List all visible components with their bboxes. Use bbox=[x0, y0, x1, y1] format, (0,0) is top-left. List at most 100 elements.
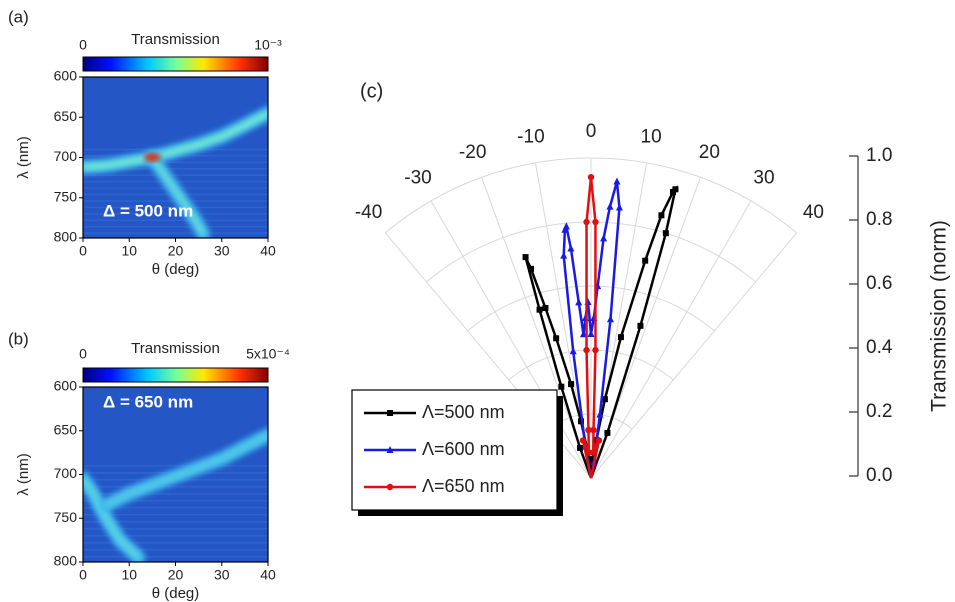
series-line bbox=[562, 181, 621, 479]
x-tick-label: 40 bbox=[260, 243, 276, 259]
marker bbox=[586, 459, 593, 466]
polar-grid-spoke bbox=[590, 232, 798, 479]
r-tick-label: 1.0 bbox=[866, 145, 892, 166]
r-tick-label: 0.8 bbox=[866, 209, 892, 230]
annotation: Δ = 650 nm bbox=[103, 392, 193, 411]
panel-label: (a) bbox=[8, 7, 29, 26]
x-axis-label: θ (deg) bbox=[152, 261, 200, 278]
marker bbox=[596, 410, 604, 418]
legend-label: Λ=600 nm bbox=[422, 439, 505, 459]
marker bbox=[553, 335, 560, 342]
theta-tick-label: 30 bbox=[753, 167, 774, 188]
marker bbox=[542, 304, 549, 311]
colorbar-tick-label: 5x10⁻⁴ bbox=[246, 346, 290, 362]
marker bbox=[585, 426, 592, 434]
marker bbox=[600, 234, 608, 242]
marker bbox=[606, 315, 614, 323]
x-tick-label: 20 bbox=[168, 243, 184, 259]
ridge bbox=[151, 156, 205, 235]
marker bbox=[590, 449, 597, 456]
panel-label: (c) bbox=[360, 80, 383, 102]
y-tick-label: 600 bbox=[54, 68, 78, 84]
theta-tick-label: -10 bbox=[517, 126, 544, 147]
y-tick-label: 750 bbox=[54, 509, 78, 525]
marker bbox=[583, 443, 590, 450]
theta-tick-label: 10 bbox=[641, 126, 662, 147]
marker bbox=[637, 322, 644, 329]
x-tick-label: 20 bbox=[168, 567, 184, 583]
marker bbox=[588, 465, 594, 472]
marker bbox=[592, 346, 599, 354]
x-tick-label: 0 bbox=[79, 567, 87, 583]
annotation: Δ = 500 nm bbox=[103, 202, 193, 221]
theta-tick-label: -30 bbox=[404, 167, 431, 188]
x-tick-label: 10 bbox=[121, 567, 137, 583]
marker bbox=[613, 177, 621, 185]
marker bbox=[590, 426, 597, 434]
theta-tick-label: 20 bbox=[699, 142, 720, 163]
y-tick-label: 650 bbox=[54, 421, 78, 437]
marker bbox=[662, 230, 669, 237]
y-tick-label: 700 bbox=[54, 465, 78, 481]
marker bbox=[595, 437, 603, 444]
marker bbox=[558, 383, 565, 390]
y-tick-label: 800 bbox=[54, 229, 78, 245]
heatmap-content bbox=[83, 106, 268, 238]
marker bbox=[567, 244, 575, 252]
marker bbox=[658, 212, 665, 219]
r-tick-label: 0.2 bbox=[866, 401, 892, 422]
theta-tick-label: 0 bbox=[586, 121, 597, 142]
theta-tick-label: -40 bbox=[355, 202, 382, 223]
y-tick-label: 700 bbox=[54, 148, 78, 164]
marker bbox=[536, 306, 543, 313]
heatmap-content bbox=[83, 428, 268, 562]
legend-label: Λ=650 nm bbox=[422, 476, 505, 496]
marker bbox=[592, 218, 599, 226]
marker bbox=[562, 222, 570, 230]
colorbar-tick-label: 0 bbox=[79, 37, 87, 53]
y-axis-label: λ (nm) bbox=[15, 136, 32, 179]
marker bbox=[387, 410, 393, 416]
marker bbox=[585, 449, 592, 456]
marker bbox=[386, 483, 394, 491]
polar-grid-spoke bbox=[590, 200, 752, 479]
x-axis-label: θ (deg) bbox=[152, 585, 200, 602]
polar-grid-spoke bbox=[430, 200, 592, 479]
marker bbox=[522, 254, 529, 261]
marker bbox=[604, 429, 611, 436]
marker bbox=[587, 174, 595, 181]
y-tick-label: 750 bbox=[54, 188, 78, 204]
y-axis-label: λ (nm) bbox=[15, 453, 32, 496]
marker bbox=[579, 330, 587, 338]
marker bbox=[579, 437, 587, 444]
marker bbox=[560, 251, 568, 259]
theta-tick-label: -20 bbox=[459, 142, 486, 163]
marker bbox=[386, 446, 394, 453]
y-tick-label: 800 bbox=[54, 553, 78, 569]
y-tick-label: 650 bbox=[54, 108, 78, 124]
colorbar bbox=[82, 367, 269, 383]
r-tick-label: 0.4 bbox=[866, 337, 893, 358]
ridge bbox=[83, 477, 141, 560]
heatmap bbox=[83, 387, 268, 562]
marker bbox=[583, 218, 590, 226]
marker bbox=[589, 455, 596, 462]
theta-tick-label: 40 bbox=[803, 202, 824, 223]
marker bbox=[606, 202, 614, 210]
marker bbox=[601, 396, 608, 403]
r-tick-label: 0.0 bbox=[866, 465, 892, 486]
marker bbox=[642, 257, 649, 264]
marker bbox=[672, 186, 679, 193]
legend-label: Λ=500 nm bbox=[422, 402, 505, 422]
heatmap bbox=[83, 77, 268, 238]
marker bbox=[528, 265, 535, 272]
marker bbox=[615, 203, 623, 211]
y-tick-label: 600 bbox=[54, 378, 78, 394]
panel-label: (b) bbox=[8, 329, 29, 348]
colorbar-label: Transmission bbox=[131, 31, 220, 48]
ridge bbox=[105, 433, 268, 507]
r-tick-label: 0.6 bbox=[866, 273, 892, 294]
marker bbox=[569, 347, 577, 355]
x-tick-label: 40 bbox=[260, 567, 276, 583]
